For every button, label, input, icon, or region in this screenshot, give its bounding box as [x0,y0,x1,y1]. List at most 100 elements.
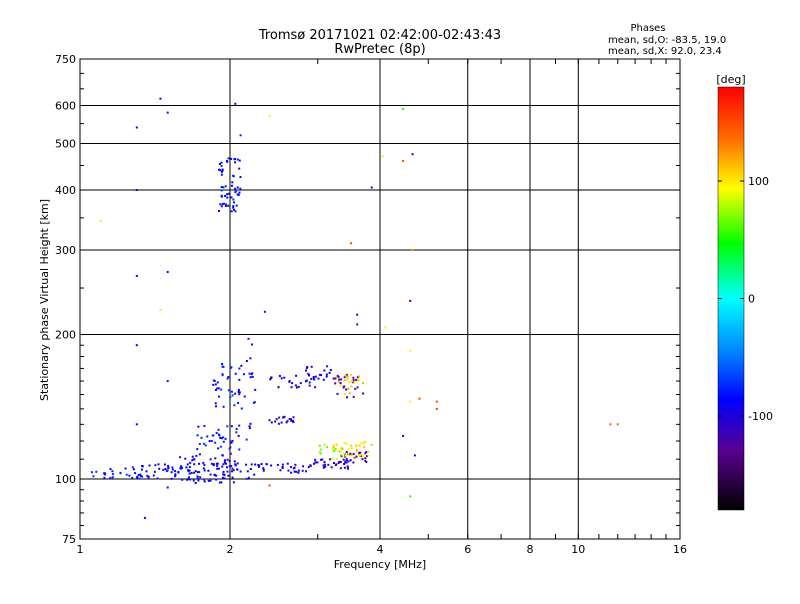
data-point [347,387,350,390]
data-point [167,467,170,470]
data-point [338,380,340,383]
data-point [226,425,229,428]
data-point [229,452,232,455]
data-point [310,377,313,380]
data-point [253,401,256,404]
data-point [210,462,213,465]
data-point [198,443,201,445]
data-point [277,386,280,389]
data-point [196,477,199,480]
data-point [290,419,293,422]
data-point [247,337,250,340]
data-point [291,382,294,385]
data-point [243,373,245,376]
data-point [344,455,347,458]
data-point [263,310,266,313]
data-point [254,463,257,466]
data-point [265,463,268,466]
data-point [220,205,223,208]
data-point [364,459,367,462]
data-point [109,477,112,480]
data-point [402,159,405,162]
data-point [314,458,317,461]
data-point [231,394,234,397]
data-point [233,404,236,407]
data-point [135,274,138,277]
data-point [253,473,256,476]
data-point [336,450,339,453]
data-point [349,452,352,455]
data-point [231,467,234,470]
data-point [222,186,225,189]
data-point [237,434,240,437]
data-point [307,372,310,375]
data-point [609,423,612,426]
data-point [243,395,246,398]
data-point [226,377,229,380]
data-point [222,470,225,473]
data-point [212,434,215,437]
data-point [337,462,340,464]
data-point [103,472,106,475]
data-point [231,476,234,479]
data-point [220,189,223,192]
data-point [227,474,230,477]
data-point [203,442,206,445]
data-points [91,97,619,519]
data-point [327,463,330,466]
data-point [234,191,237,194]
data-point [349,459,352,462]
data-point [231,184,233,187]
data-point [153,470,156,473]
data-point [99,219,102,222]
data-point [227,157,230,160]
data-point [215,474,218,477]
data-point [203,480,206,483]
data-point [214,383,217,386]
data-point [221,168,224,171]
data-point [345,458,348,461]
data-point [202,478,205,481]
data-point [179,465,182,468]
data-point [357,375,360,378]
data-point [198,471,201,474]
data-point [167,464,170,467]
data-point [328,371,331,374]
data-point [257,465,260,468]
data-point [308,384,311,387]
y-tick-label: 500 [55,138,76,151]
data-point [131,477,134,479]
data-point [135,344,138,347]
data-point [322,378,325,381]
data-point [348,392,351,395]
data-point [342,456,345,459]
y-tick-label: 300 [55,244,76,257]
data-point [314,375,317,378]
data-point [384,326,387,329]
data-point [234,102,237,105]
colorbar-tick-label: 0 [748,293,755,306]
data-point [381,155,384,158]
data-point [194,482,197,484]
data-point [262,467,265,470]
data-point [226,470,229,473]
data-point [198,462,200,465]
data-point [234,161,237,164]
data-point [222,463,225,466]
data-point [92,475,95,478]
data-point [231,470,233,473]
data-point [339,447,342,450]
data-point [326,365,329,368]
data-point [228,460,231,462]
data-point [305,379,308,382]
data-point [346,378,349,381]
data-point [278,375,281,377]
data-point [337,375,340,378]
data-point [91,471,93,474]
data-point [238,159,241,162]
data-point [109,468,112,470]
data-point [213,463,215,466]
data-point [350,454,353,457]
data-point [270,464,273,467]
data-point [95,470,98,473]
